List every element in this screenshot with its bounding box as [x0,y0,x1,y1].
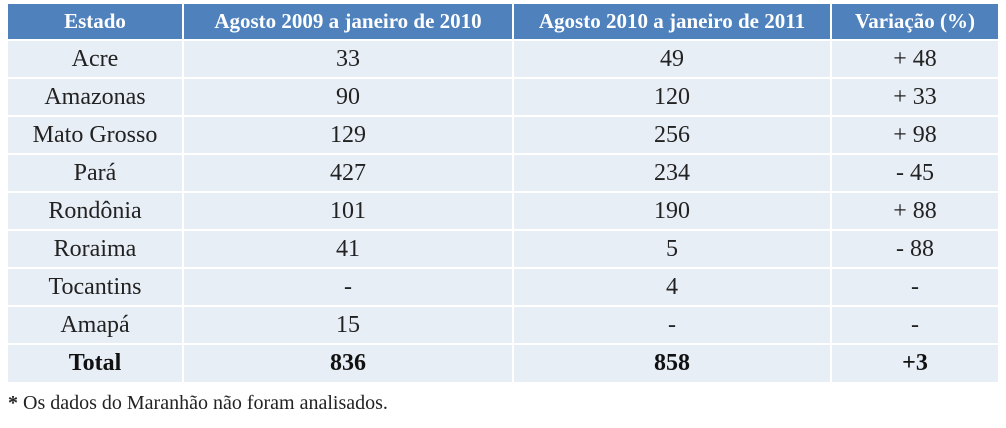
cell-variacao: - [831,306,998,345]
cell-period-2: 234 [513,154,832,193]
cell-variacao: + 98 [831,116,998,155]
cell-period-1: 90 [183,78,514,117]
table-row: Roraima 41 5 - 88 [8,230,998,269]
data-table-container: Estado Agosto 2009 a janeiro de 2010 Ago… [8,4,998,384]
total-period-1: 836 [183,344,514,384]
cell-estado: Tocantins [8,268,184,307]
total-period-2: 858 [513,344,832,384]
cell-period-2: 256 [513,116,832,155]
header-variacao: Variação (%) [831,4,998,41]
table-row: Acre 33 49 + 48 [8,40,998,79]
cell-estado: Pará [8,154,184,193]
cell-variacao: - [831,268,998,307]
cell-period-1: 427 [183,154,514,193]
cell-variacao: - 88 [831,230,998,269]
cell-period-1: 129 [183,116,514,155]
header-period-2010-2011: Agosto 2010 a janeiro de 2011 [513,4,832,41]
cell-estado: Amazonas [8,78,184,117]
cell-period-1: 33 [183,40,514,79]
total-row: Total 836 858 +3 [8,344,998,384]
table-row: Mato Grosso 129 256 + 98 [8,116,998,155]
cell-estado: Acre [8,40,184,79]
cell-variacao: + 33 [831,78,998,117]
cell-variacao: - 45 [831,154,998,193]
cell-variacao: + 48 [831,40,998,79]
cell-estado: Rondônia [8,192,184,231]
footnote-marker: * [8,392,18,414]
cell-period-2: - [513,306,832,345]
table-row: Rondônia 101 190 + 88 [8,192,998,231]
table-row: Tocantins - 4 - [8,268,998,307]
cell-estado: Amapá [8,306,184,345]
cell-period-1: 41 [183,230,514,269]
cell-period-2: 190 [513,192,832,231]
footnote: * Os dados do Maranhão não foram analisa… [8,392,388,415]
deforestation-table: Estado Agosto 2009 a janeiro de 2010 Ago… [8,4,998,384]
header-period-2009-2010: Agosto 2009 a janeiro de 2010 [183,4,514,41]
cell-period-2: 5 [513,230,832,269]
cell-estado: Roraima [8,230,184,269]
header-estado: Estado [8,4,184,41]
cell-period-2: 120 [513,78,832,117]
cell-period-1: 15 [183,306,514,345]
cell-period-2: 4 [513,268,832,307]
table-row: Amapá 15 - - [8,306,998,345]
cell-period-1: - [183,268,514,307]
table-row: Pará 427 234 - 45 [8,154,998,193]
total-label: Total [8,344,184,384]
cell-variacao: + 88 [831,192,998,231]
cell-period-2: 49 [513,40,832,79]
footnote-text: Os dados do Maranhão não foram analisado… [18,392,388,414]
table-row: Amazonas 90 120 + 33 [8,78,998,117]
cell-estado: Mato Grosso [8,116,184,155]
total-variacao: +3 [831,344,998,384]
header-row: Estado Agosto 2009 a janeiro de 2010 Ago… [8,4,998,41]
cell-period-1: 101 [183,192,514,231]
